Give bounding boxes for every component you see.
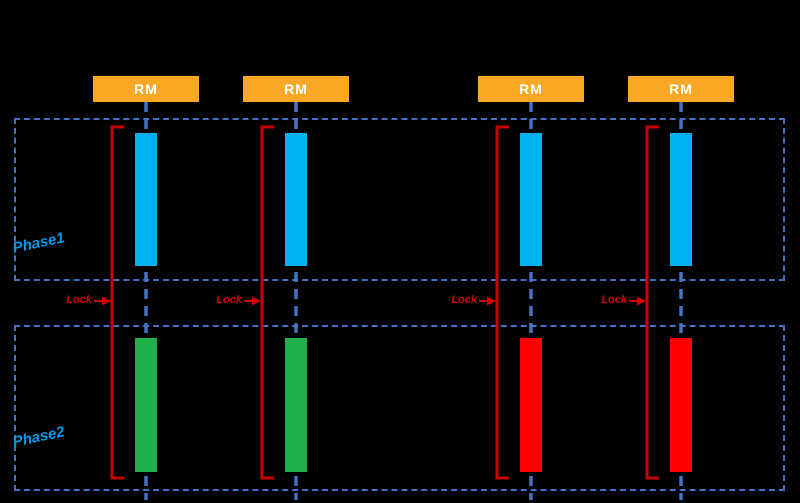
lock-arrowhead-icon	[487, 296, 496, 306]
phase1-activation-bar	[520, 133, 542, 266]
lock-bracket	[645, 125, 659, 480]
phase2-activation-bar	[520, 338, 542, 472]
phase2-activation-bar	[285, 338, 307, 472]
phase2-activation-bar	[135, 338, 157, 472]
rm-box: RM	[628, 76, 734, 102]
rm-box: RM	[243, 76, 349, 102]
phase1-activation-bar	[670, 133, 692, 266]
lock-label: Lock	[216, 294, 242, 306]
phase2-region	[14, 325, 785, 491]
lock-bracket	[260, 125, 274, 480]
lock-label: Lock	[66, 294, 92, 306]
lock-label: Lock	[601, 294, 627, 306]
rm-box: RM	[478, 76, 584, 102]
lock-arrowhead-icon	[637, 296, 646, 306]
lock-arrowhead-icon	[252, 296, 261, 306]
lock-bracket	[495, 125, 509, 480]
rm-box: RM	[93, 76, 199, 102]
phase2-activation-bar	[670, 338, 692, 472]
phase1-activation-bar	[285, 133, 307, 266]
lock-label: Lock	[451, 294, 477, 306]
lock-bracket	[110, 125, 124, 480]
lock-arrowhead-icon	[102, 296, 111, 306]
phase1-region	[14, 118, 785, 281]
phase1-activation-bar	[135, 133, 157, 266]
